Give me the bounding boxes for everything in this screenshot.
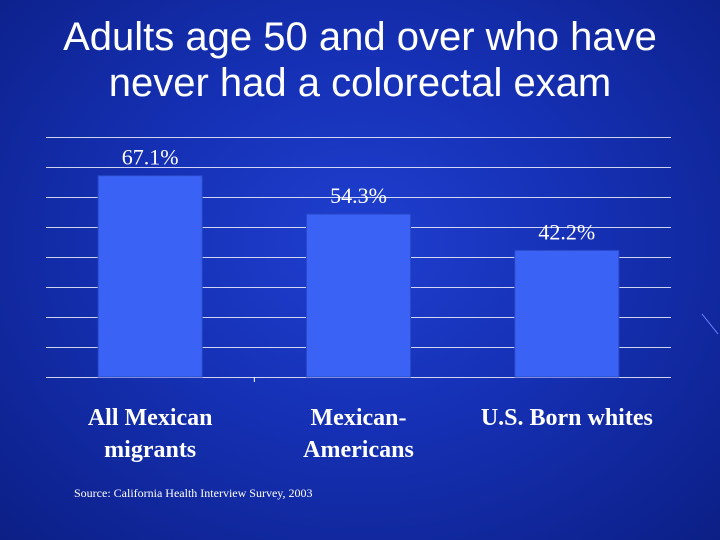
category-label: All Mexican (88, 405, 213, 431)
decorative-line (701, 313, 719, 335)
slide-title: Adults age 50 and over who have never ha… (0, 14, 720, 106)
title-line-2: never had a colorectal exam (108, 61, 612, 105)
bar-3 (514, 249, 620, 378)
data-labels: 67.1% 54.3% 42.2% (122, 145, 595, 245)
category-label: Americans (303, 437, 414, 463)
source-note: Source: California Health Interview Surv… (74, 486, 313, 500)
title-line-1: Adults age 50 and over who have (63, 15, 657, 59)
data-label-1: 67.1% (122, 145, 179, 170)
bars (97, 175, 620, 378)
category-label: migrants (104, 437, 196, 463)
category-label: Mexican- (311, 405, 407, 431)
category-label: U.S. Born whites (481, 405, 653, 431)
data-label-2: 54.3% (330, 183, 387, 208)
bar-2 (306, 213, 411, 378)
category-axis: All Mexican migrants Mexican- Americans U.S.… (88, 377, 653, 463)
bar-1 (97, 175, 203, 378)
data-label-3: 42.2% (538, 219, 595, 244)
